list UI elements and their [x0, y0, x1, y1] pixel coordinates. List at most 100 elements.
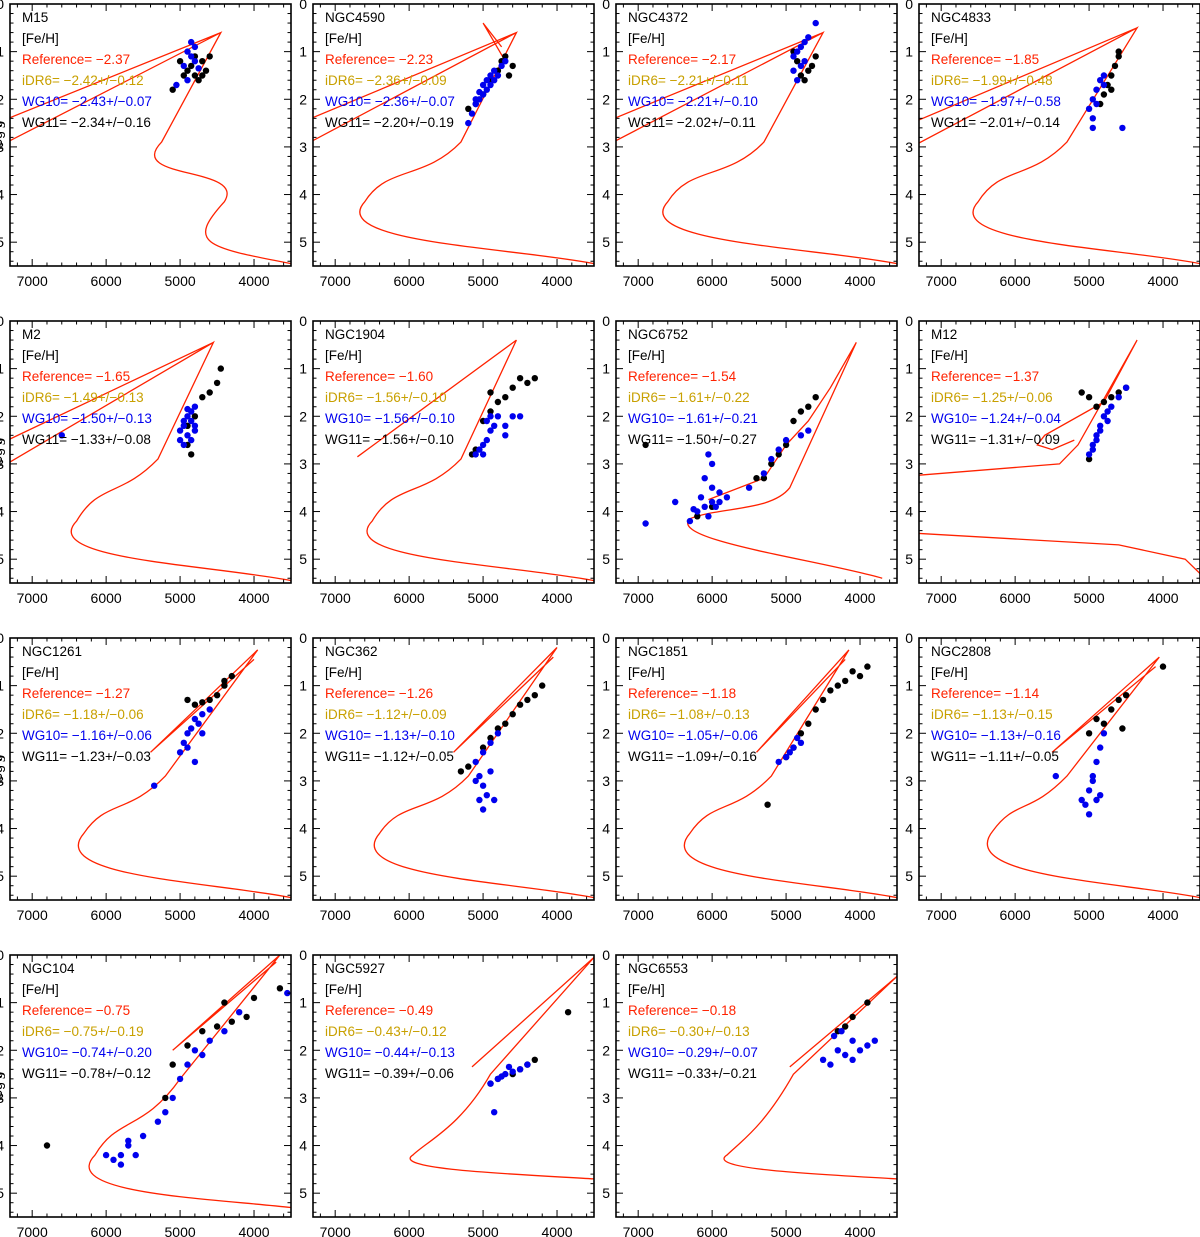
wg11-point	[184, 696, 191, 704]
isochrone-line	[10, 340, 291, 582]
wg10-point	[195, 65, 202, 72]
wg11-point	[642, 441, 649, 449]
wg10-point	[1108, 403, 1115, 410]
wg10-point	[786, 749, 793, 756]
x-tick-label: 6000	[91, 590, 122, 606]
y-tick-label: 0	[0, 947, 4, 963]
wg10-point	[1100, 413, 1108, 420]
wg10-point	[483, 792, 490, 799]
wg10-point	[472, 758, 479, 766]
y-tick-label: 0	[0, 0, 4, 12]
wg10-point	[1089, 441, 1097, 449]
wg10-point	[180, 417, 187, 425]
wg11-point	[502, 720, 509, 727]
y-tick-label: 4	[905, 187, 913, 203]
cluster-name: NGC5927	[325, 961, 385, 976]
wg10-point	[487, 768, 494, 775]
y-axis-label: log g	[0, 437, 6, 467]
wg11-point	[213, 692, 221, 699]
wg10-point	[1089, 96, 1097, 103]
wg10-point	[191, 758, 199, 766]
wg10-point	[498, 62, 505, 70]
feh-label: [Fe/H]	[325, 31, 362, 46]
wg10-point	[1093, 758, 1100, 766]
wg10-point	[184, 744, 191, 751]
y-tick-label: 1	[602, 678, 610, 694]
y-tick-label: 5	[905, 551, 913, 567]
y-tick-label: 5	[602, 868, 610, 884]
x-tick-label: 4000	[844, 590, 875, 606]
y-axis-label: log g	[0, 754, 6, 784]
y-tick-label: 1	[905, 678, 913, 694]
wg11-point	[808, 62, 816, 70]
wg10-point	[790, 67, 797, 74]
y-tick-label: 2	[905, 408, 913, 424]
wg10-point	[1097, 744, 1104, 751]
wg10-point	[1093, 100, 1100, 108]
wg10-point	[1089, 772, 1097, 780]
x-tick-label: 7000	[17, 273, 48, 289]
y-tick-label: 0	[299, 0, 307, 12]
reference-value: Reference= −2.37	[22, 52, 130, 67]
wg10-point	[188, 436, 195, 444]
y-tick-label: 1	[905, 361, 913, 377]
y-tick-label: 2	[602, 91, 610, 107]
wg10-point	[672, 498, 679, 506]
x-tick-label: 5000	[165, 273, 196, 289]
y-tick-label: 1	[602, 995, 610, 1011]
y-axis-label-main: log	[0, 1078, 5, 1101]
y-tick-label: 1	[299, 995, 307, 1011]
wg11-value: WG11= −1.31+/−0.09	[931, 432, 1060, 447]
wg10-point	[1089, 115, 1097, 122]
wg10-value: WG10= −0.74+/−0.20	[22, 1045, 152, 1060]
wg10-point	[812, 19, 819, 27]
wg10-point	[830, 1032, 838, 1040]
wg10-point	[479, 451, 487, 458]
y-axis-label: log g	[0, 120, 6, 150]
reference-value: Reference= −1.14	[931, 686, 1040, 701]
y-axis-label: log g	[0, 1071, 6, 1101]
x-tick-label: 4000	[1147, 907, 1178, 923]
wg10-point	[1100, 81, 1108, 89]
wg10-point	[125, 1137, 132, 1145]
x-tick-label: 7000	[320, 1224, 351, 1237]
wg10-point	[491, 796, 498, 804]
reference-value: Reference= −1.37	[931, 369, 1039, 384]
x-tick-label: 4000	[238, 1224, 269, 1237]
wg11-point	[564, 1009, 572, 1016]
y-tick-label: 3	[299, 1090, 307, 1106]
wg10-point	[834, 1047, 841, 1054]
wg11-point	[494, 725, 502, 732]
wg10-point	[819, 1056, 827, 1064]
x-tick-label: 4000	[541, 1224, 572, 1237]
x-tick-label: 6000	[1000, 590, 1031, 606]
isochrone-line	[409, 956, 594, 1180]
wg10-point	[1100, 72, 1108, 79]
wg11-point	[487, 408, 494, 415]
wg11-point	[228, 1018, 235, 1025]
wg10-point	[705, 451, 712, 458]
wg10-point	[180, 62, 187, 70]
isochrone-line	[373, 647, 594, 899]
y-tick-label: 2	[299, 725, 307, 741]
wg11-value: WG11= −2.02+/−0.11	[628, 115, 756, 130]
wg10-point	[472, 96, 479, 103]
panel-m15: 7000 6000 5000 4000 0 1 2 3 4 5 M15 [Fe/H] Reference…	[0, 0, 292, 289]
wg10-point	[1093, 432, 1100, 439]
y-tick-label: 4	[602, 504, 610, 520]
wg10-point	[180, 422, 187, 429]
wg11-point	[1115, 696, 1122, 704]
y-tick-label: 4	[0, 1138, 4, 1154]
wg10-point	[191, 422, 199, 429]
idr6-value: iDR6= −2.36+/−0.09	[325, 73, 447, 88]
isochrone-line	[88, 955, 291, 1209]
wg10-point	[191, 715, 199, 723]
x-tick-label: 4000	[238, 590, 269, 606]
reference-value: Reference= −1.60	[325, 369, 433, 384]
wg11-point	[250, 994, 258, 1002]
wg10-point	[775, 758, 782, 766]
x-tick-label: 5000	[165, 590, 196, 606]
wg11-point	[206, 53, 213, 60]
wg11-point	[509, 711, 516, 718]
x-tick-label: 6000	[91, 907, 122, 923]
